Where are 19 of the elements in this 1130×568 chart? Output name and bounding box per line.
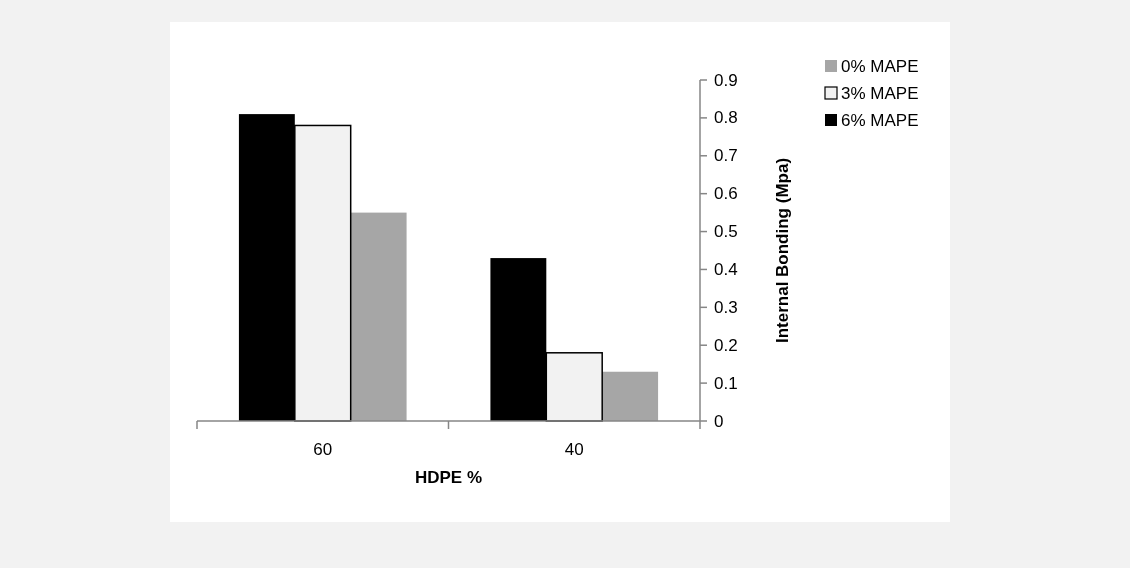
y-tick-label: 0.7 [714, 146, 738, 166]
bar [602, 371, 659, 421]
y-tick-label: 0.2 [714, 335, 738, 355]
legend-label: 6% MAPE [841, 110, 919, 130]
y-tick-label: 0 [714, 411, 724, 431]
bar [350, 212, 407, 421]
y-tick-label: 0.8 [714, 108, 738, 128]
y-tick-label: 0.9 [714, 70, 738, 90]
y-tick-label: 0.1 [714, 373, 738, 393]
legend-label: 0% MAPE [841, 56, 919, 76]
y-tick-label: 0.4 [714, 259, 738, 279]
x-tick-label: 60 [313, 440, 333, 459]
y-tick-label: 0.6 [714, 184, 738, 204]
y-axis-title: Internal Bonding (Mpa) [772, 157, 792, 344]
legend-label: 3% MAPE [841, 83, 919, 103]
y-tick-label: 0.5 [714, 222, 738, 242]
y-tick-label: 0.3 [714, 297, 738, 317]
x-tick-label: 40 [564, 440, 584, 459]
x-axis-title: HDPE % [414, 468, 483, 487]
